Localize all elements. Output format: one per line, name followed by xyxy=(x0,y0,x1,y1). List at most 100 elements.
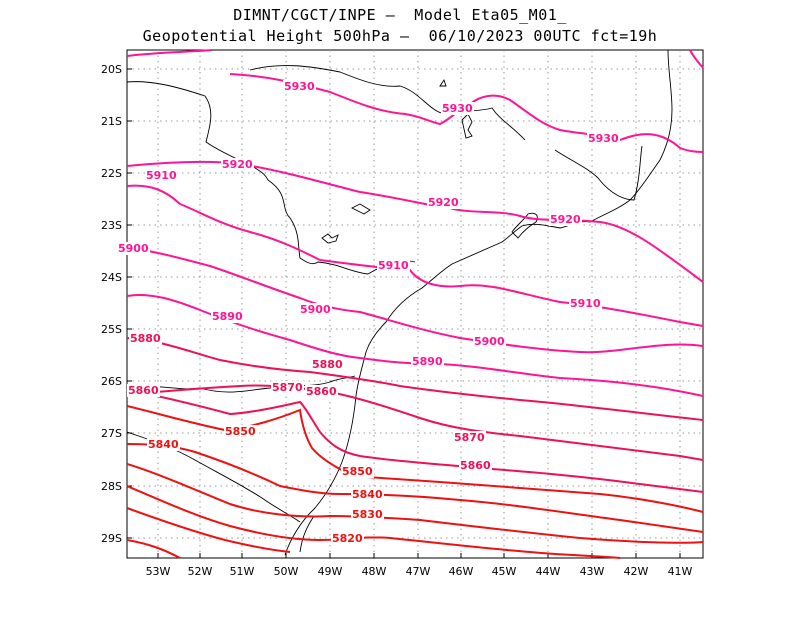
contour-label-mask xyxy=(473,335,506,348)
pr-sc-border xyxy=(126,375,356,393)
contour-label-mask xyxy=(569,297,602,310)
lat-labels: 20S 21S 22S 23S 24S 25S 26S 27S 28S 29S xyxy=(101,63,122,545)
contour-label: 5930 xyxy=(588,132,619,145)
contour-label: 5930 xyxy=(442,102,473,115)
contour-label-mask xyxy=(411,355,444,368)
contour-5860 xyxy=(126,389,704,493)
lon-label: 50W xyxy=(274,565,299,578)
lon-label: 42W xyxy=(624,565,649,578)
lon-label: 53W xyxy=(146,565,171,578)
lat-label: 24S xyxy=(101,271,122,284)
contour-label-mask xyxy=(351,488,384,501)
contour-label: 5900 xyxy=(474,335,505,348)
axis-ticks xyxy=(127,68,681,558)
rj-es-border xyxy=(554,145,643,201)
contour-label-mask xyxy=(305,385,338,398)
contour-label: 5820 xyxy=(332,532,363,545)
lon-label: 44W xyxy=(536,565,561,578)
contour-label: 5870 xyxy=(272,381,303,394)
contour-label-mask xyxy=(224,425,257,438)
contour-labels: 5930 5930 5930 5920 5920 5920 5910 5910 … xyxy=(117,80,620,545)
contour-label-mask xyxy=(271,381,304,394)
contour-label-mask xyxy=(117,242,150,255)
lake-1 xyxy=(321,233,339,244)
contour-label: 5860 xyxy=(306,385,337,398)
contour-label-mask xyxy=(459,459,492,472)
lon-label: 43W xyxy=(580,565,605,578)
lon-labels: 53W 52W 51W 50W 49W 48W 47W 46W 45W 44W … xyxy=(146,565,693,578)
contour-label-mask xyxy=(147,438,180,451)
contour-label: 5910 xyxy=(570,297,601,310)
contour-label-mask xyxy=(221,158,254,171)
contour-5930-north xyxy=(126,49,213,57)
lat-label: 23S xyxy=(101,219,122,232)
contour-label-mask xyxy=(331,532,364,545)
contour-label-mask xyxy=(427,196,460,209)
contour-label: 5840 xyxy=(352,488,383,501)
contour-label: 5850 xyxy=(225,425,256,438)
coast-lagoon xyxy=(299,515,315,553)
contour-5870 xyxy=(126,384,704,461)
contour-label: 5920 xyxy=(550,213,581,226)
contour-5930 xyxy=(229,73,704,153)
lat-label: 29S xyxy=(101,532,122,545)
contour-label: 5880 xyxy=(312,358,343,371)
coast-south xyxy=(284,221,591,556)
contour-label: 5830 xyxy=(352,508,383,521)
lon-label: 45W xyxy=(492,565,517,578)
lake-2 xyxy=(350,203,371,215)
contour-label-mask xyxy=(283,80,316,93)
contour-label-mask xyxy=(129,332,162,345)
contour-label-mask xyxy=(441,102,474,115)
contour-label: 5880 xyxy=(130,332,161,345)
lat-label: 25S xyxy=(101,323,122,336)
lat-label: 27S xyxy=(101,427,122,440)
contour-label: 5920 xyxy=(222,158,253,171)
contour-label: 5890 xyxy=(412,355,443,368)
lat-label: 26S xyxy=(101,375,122,388)
lon-label: 51W xyxy=(230,565,255,578)
chart-title-line-1: DIMNT/CGCT/INPE – Model Eta05_M01_ xyxy=(233,6,567,24)
contour-label: 5900 xyxy=(118,242,149,255)
contour-label: 5870 xyxy=(454,431,485,444)
contour-5930-corner xyxy=(689,49,704,69)
contour-5800 xyxy=(126,539,181,559)
contour-label-mask xyxy=(211,310,244,323)
contour-label: 5900 xyxy=(300,303,331,316)
lake-4 xyxy=(439,78,447,87)
lat-label: 21S xyxy=(101,115,122,128)
lat-label: 28S xyxy=(101,480,122,493)
contour-label-mask xyxy=(341,465,374,478)
lon-label: 49W xyxy=(318,565,343,578)
lon-label: 47W xyxy=(406,565,431,578)
contour-label-mask xyxy=(127,384,160,397)
contour-5810 xyxy=(126,507,291,553)
contour-5890 xyxy=(126,294,704,397)
lon-label: 41W xyxy=(668,565,693,578)
contour-label: 5840 xyxy=(148,438,179,451)
contour-label: 5850 xyxy=(342,465,373,478)
mg-rj-border xyxy=(249,65,526,141)
coastline-and-borders xyxy=(126,49,673,556)
contour-label: 5890 xyxy=(212,310,243,323)
contour-label-mask xyxy=(145,169,178,182)
contour-label: 5910 xyxy=(378,259,409,272)
contour-5900 xyxy=(126,247,704,354)
lon-label: 52W xyxy=(188,565,213,578)
bay-guanabara xyxy=(511,212,538,239)
contour-5880 xyxy=(126,337,704,421)
contour-label-mask xyxy=(351,508,384,521)
contour-label-mask xyxy=(311,358,344,371)
contour-label: 5860 xyxy=(460,459,491,472)
contour-label: 5930 xyxy=(284,80,315,93)
contour-label: 5910 xyxy=(146,169,177,182)
chart-title-line-2: Geopotential Height 500hPa – 06/10/2023 … xyxy=(142,27,658,45)
sp-mg-border xyxy=(126,81,416,275)
contour-label-mask xyxy=(377,259,410,272)
contour-label-mask xyxy=(453,431,486,444)
contour-label-mask xyxy=(299,303,332,316)
lat-label: 22S xyxy=(101,167,122,180)
contour-label-mask xyxy=(549,213,582,226)
contour-label-mask xyxy=(587,132,620,145)
